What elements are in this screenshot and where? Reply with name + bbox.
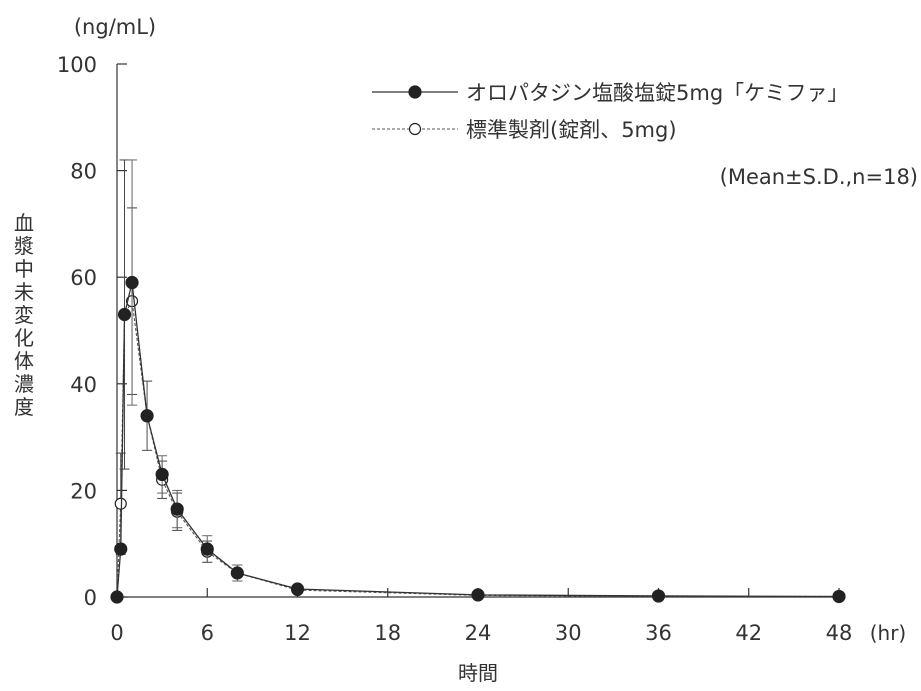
data-point: [200, 542, 214, 556]
y-axis-title-char: 未: [14, 280, 34, 304]
y-axis-title-char: 血: [14, 211, 34, 235]
legend-marker-1: [408, 85, 422, 99]
x-tick-label: 30: [555, 621, 582, 645]
y-axis-title-char: 度: [14, 395, 34, 419]
y-axis-title-char: 体: [14, 349, 34, 373]
x-unit-label: (hr): [870, 621, 907, 645]
y-axis-title-char: 変: [14, 303, 34, 327]
legend-label-1: オロパタジン塩酸塩錠5mg「ケミファ」: [466, 81, 849, 105]
stat-note: (Mean±S.D.,n=18): [720, 165, 918, 189]
y-tick-label: 40: [70, 373, 97, 397]
data-point: [230, 566, 244, 580]
series-1: [110, 159, 846, 604]
series-line: [116, 282, 840, 598]
data-point: [651, 589, 666, 603]
y-axis-title: 血漿中未変化体濃度: [14, 211, 34, 419]
y-unit-label: (ng/mL): [74, 15, 156, 39]
x-tick-label: 48: [826, 621, 853, 645]
x-tick-label: 6: [201, 621, 214, 645]
data-point: [140, 409, 154, 423]
plot-area: [110, 159, 846, 604]
legend-label-2: 標準製剤(錠剤、5mg): [466, 118, 677, 142]
data-point: [290, 582, 305, 596]
data-point: [155, 467, 169, 482]
y-axis-title-char: 化: [14, 326, 34, 350]
y-tick-label: 0: [84, 586, 97, 610]
legend: オロパタジン塩酸塩錠5mg「ケミファ」標準製剤(錠剤、5mg): [372, 81, 849, 142]
x-tick-label: 42: [735, 621, 762, 645]
y-axis: 0 20 40 60 80 100: [57, 53, 127, 610]
series-2: [110, 159, 846, 604]
y-axis-title-char: 濃: [14, 372, 34, 396]
y-tick-label: 80: [70, 160, 97, 184]
data-point: [170, 502, 184, 516]
x-tick-label: 24: [465, 621, 492, 645]
data-point: [110, 590, 124, 604]
x-tick-label: 18: [374, 621, 401, 645]
data-point: [117, 307, 132, 322]
series-line: [116, 299, 839, 598]
y-axis-title-char: 漿: [14, 234, 34, 258]
axes: [116, 64, 839, 598]
x-axis-title: 時間: [458, 661, 498, 685]
x-tick-label: 36: [645, 621, 672, 645]
data-point: [125, 275, 139, 290]
y-tick-label: 60: [70, 266, 97, 290]
data-point: [832, 589, 846, 604]
data-point: [114, 497, 127, 510]
x-tick-label: 0: [110, 621, 123, 645]
y-axis-title-char: 中: [14, 257, 34, 281]
y-tick-label: 20: [70, 479, 97, 503]
data-point: [471, 588, 485, 602]
x-tick-label: 12: [284, 621, 311, 645]
legend-marker-2: [408, 122, 422, 136]
y-tick-label: 100: [57, 53, 97, 77]
data-point: [114, 542, 128, 556]
